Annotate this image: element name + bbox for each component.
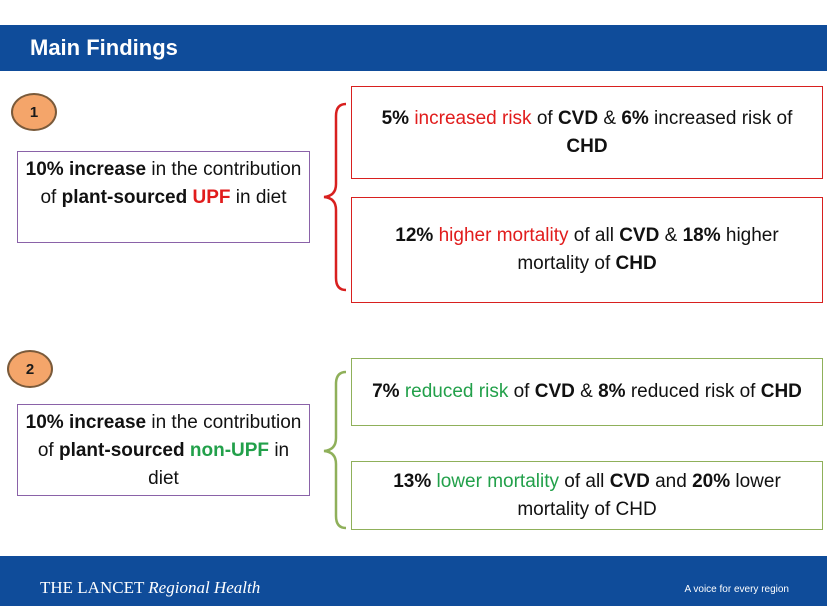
finding-2-source-text: 10% increase bbox=[25, 412, 147, 433]
result-text: of bbox=[508, 381, 535, 402]
result-text: reduced risk of bbox=[625, 381, 761, 402]
result-text: 5% bbox=[381, 107, 410, 129]
result-highlight: higher mortality bbox=[433, 225, 569, 246]
result-text: & bbox=[574, 381, 599, 402]
result-text: CHD bbox=[566, 135, 608, 157]
finding-1-source-highlight: UPF bbox=[192, 187, 231, 208]
result-text: higher mortality of bbox=[517, 225, 779, 274]
finding-1-source-text: plant-sourced bbox=[61, 187, 193, 208]
finding-1-badge: 1 bbox=[11, 93, 57, 131]
result-text: 6% bbox=[621, 107, 649, 129]
footer-bar: THE LANCET Regional Health A voice for e… bbox=[0, 556, 827, 606]
result-text: CVD bbox=[619, 225, 660, 246]
result-text: 20% bbox=[692, 470, 731, 492]
finding-1-source-text: 10% increase bbox=[25, 159, 147, 180]
result-text: CVD bbox=[534, 381, 575, 402]
finding-1-brace-icon bbox=[323, 102, 347, 292]
result-text: 12% bbox=[395, 225, 434, 246]
finding-2-source-text: in diet bbox=[148, 440, 290, 489]
result-text: and bbox=[649, 470, 693, 492]
finding-1-result-2-box: 12% higher mortality of all CVD & 18% hi… bbox=[351, 197, 823, 303]
result-text: 18% bbox=[682, 225, 721, 246]
result-text: 8% bbox=[598, 381, 626, 402]
finding-1-number: 1 bbox=[29, 103, 39, 121]
journal-subtitle: Regional Health bbox=[148, 578, 261, 597]
page-title: Main Findings bbox=[30, 35, 178, 60]
result-text: CVD bbox=[609, 470, 650, 492]
result-text: CVD bbox=[557, 107, 599, 129]
journal-logo: THE LANCET Regional Health bbox=[40, 578, 260, 598]
finding-2-source-box: 10% increase in the contribution of plan… bbox=[17, 404, 310, 496]
result-highlight: increased risk bbox=[409, 107, 532, 129]
finding-2-source-highlight: non-UPF bbox=[189, 440, 270, 461]
finding-2-badge: 2 bbox=[7, 350, 53, 388]
finding-2-result-2-box: 13% lower mortality of all CVD and 20% l… bbox=[351, 461, 823, 530]
result-highlight: lower mortality bbox=[431, 470, 559, 492]
header-bar: Main Findings bbox=[0, 25, 827, 71]
result-text: CHD bbox=[615, 253, 657, 274]
result-text: lower mortality of CHD bbox=[517, 470, 781, 520]
result-text: & bbox=[659, 225, 683, 246]
result-text: 13% bbox=[393, 470, 432, 492]
result-text: increased risk of bbox=[648, 107, 793, 129]
finding-2-source-text: plant-sourced bbox=[58, 440, 190, 461]
result-text: of bbox=[531, 107, 558, 129]
journal-name: THE LANCET bbox=[40, 578, 145, 597]
result-text: 7% bbox=[372, 381, 400, 402]
result-text: & bbox=[598, 107, 622, 129]
result-text: CHD bbox=[760, 381, 802, 402]
result-highlight: reduced risk bbox=[399, 381, 509, 402]
footer-tagline: A voice for every region bbox=[684, 584, 790, 595]
finding-2-brace-icon bbox=[323, 370, 347, 530]
finding-2-number: 2 bbox=[25, 360, 35, 378]
result-text: of all bbox=[558, 470, 610, 492]
result-text: of all bbox=[568, 225, 620, 246]
finding-1-source-box: 10% increase in the contribution of plan… bbox=[17, 151, 310, 243]
finding-1-result-1-box: 5% increased risk of CVD & 6% increased … bbox=[351, 86, 823, 179]
finding-1-source-text: in the contribution of bbox=[40, 159, 302, 208]
finding-2-source-text: in the contribution of bbox=[37, 412, 302, 461]
finding-1-source-text: in diet bbox=[230, 187, 287, 208]
finding-2-result-1-box: 7% reduced risk of CVD & 8% reduced risk… bbox=[351, 358, 823, 426]
